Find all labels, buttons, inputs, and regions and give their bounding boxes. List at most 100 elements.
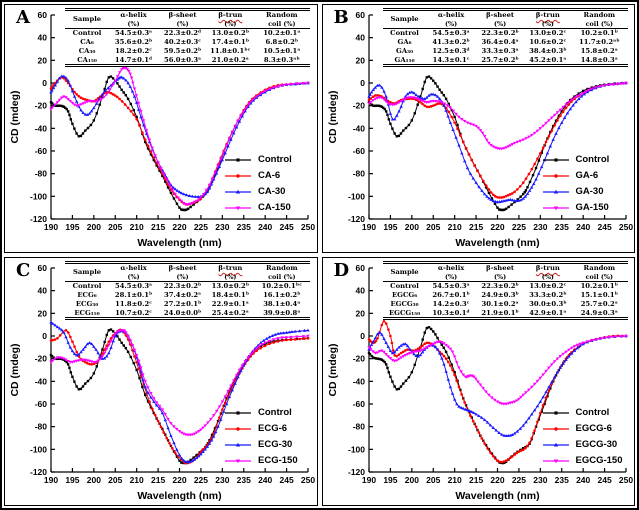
table-row: Control 54.5±0.3ᵃ 22.3±0.2ᵈ 13.0±0.2ᵇ 10.2±0… bbox=[65, 29, 310, 38]
table-cell: 27.2±0.1ᵇ bbox=[163, 299, 202, 308]
panel-b: B Sample α-helix (%) β-sheet (%) β-trun (%) Ran… bbox=[321, 4, 635, 253]
x-tick-labels: 190 195 200 205 210 215 220 225 230 235 240 245 250 bbox=[44, 222, 315, 232]
table-cell: 22.3±0.2ᵈ bbox=[163, 29, 202, 38]
table-col-header: β-trun (%) bbox=[207, 9, 254, 30]
y-axis-label: CD (mdeg) bbox=[9, 343, 21, 396]
table-cell: 17.4±0.1ᵇ bbox=[211, 37, 250, 46]
svg-text:190: 190 bbox=[361, 222, 375, 232]
y-tick-labels: 60 40 20 0 -20 -40 -60 -80 -100 -120 bbox=[347, 10, 364, 224]
panel-d-structure-table: Sample α-helix (%) β-sheet (%) β-trun (%) Rando… bbox=[382, 261, 628, 321]
table-cell: 10.2±0.1ᵇ bbox=[580, 29, 619, 38]
table-cell: 42.9±0.1ᵃ bbox=[529, 308, 567, 317]
table-col-header: Random coil (%) bbox=[571, 9, 628, 30]
svg-text:-120: -120 bbox=[30, 214, 47, 224]
x-axis-label: Wavelength (nm) bbox=[137, 490, 221, 502]
svg-text:195: 195 bbox=[65, 222, 79, 232]
svg-text:200: 200 bbox=[87, 222, 101, 232]
table-cell: 6.8±0.2ᵇ bbox=[265, 37, 299, 46]
table-cell: 25.4±0.2ᵃ bbox=[211, 308, 249, 317]
panel-d-letter: D bbox=[333, 260, 350, 281]
table-cell: Control bbox=[72, 29, 102, 38]
table-col-header: β-trun (%) bbox=[524, 9, 572, 30]
legend-marker-triangle-down-icon bbox=[542, 458, 569, 463]
table-cell: 8.3±0.3ᵃᵇ bbox=[263, 55, 300, 64]
panel-b-structure-table: Sample α-helix (%) β-sheet (%) β-trun (%) Rando… bbox=[382, 8, 628, 68]
table-row: CA₁₅₀ 14.7±0.1ᵈ 56.0±0.3ᵃ 21.0±0.2ᵃ 8.3±0.3ᵃ… bbox=[65, 56, 310, 66]
table-cell: 21.0±0.2ᵃ bbox=[211, 55, 249, 64]
table-col-header: Random coil (%) bbox=[571, 262, 628, 283]
series-ecg-150 bbox=[49, 329, 310, 437]
svg-text:20: 20 bbox=[355, 55, 365, 65]
table-cell: GA₆ bbox=[397, 37, 412, 46]
panel-a-legend: Control CA-6 CA-30 CA-150 bbox=[224, 154, 292, 213]
table-cell: 11.8±0.1ᵇᶜ bbox=[210, 46, 251, 55]
table-cell: 10.7±0.2ᶜ bbox=[115, 308, 153, 317]
legend-label: Control bbox=[258, 407, 292, 418]
svg-text:230: 230 bbox=[215, 475, 229, 485]
svg-text:205: 205 bbox=[426, 475, 440, 485]
svg-text:250: 250 bbox=[301, 475, 315, 485]
table-cell: 14.3±0.1ᶜ bbox=[432, 55, 470, 64]
legend-item-egcg-6: EGCG-6 bbox=[542, 423, 623, 434]
svg-text:-80: -80 bbox=[35, 169, 48, 179]
svg-text:225: 225 bbox=[194, 475, 208, 485]
table-cell: Control bbox=[72, 282, 102, 291]
svg-text:-60: -60 bbox=[35, 399, 48, 409]
table-row: GA₃₀ 12.5±0.3ᵈ 33.3±0.3ᵃ 38.4±0.3ᵇ 15.8±0.2ᵃ bbox=[383, 47, 628, 56]
legend-label: ECG-30 bbox=[258, 439, 293, 450]
table-col-header: Sample bbox=[65, 262, 110, 283]
table-col-header: α-helix (%) bbox=[109, 9, 159, 30]
legend-marker-triangle-up-icon bbox=[225, 189, 251, 194]
legend-marker-triangle-down-icon bbox=[542, 205, 569, 210]
table-cell: 54.5±0.3ᵃ bbox=[114, 282, 153, 291]
table-cell: 33.3±0.3ᵃ bbox=[481, 46, 519, 55]
legend-item-egcg-30: EGCG-30 bbox=[542, 439, 623, 450]
legend-item-control: Control bbox=[542, 154, 609, 165]
table-cell: 59.5±0.2ᵇ bbox=[163, 46, 202, 55]
legend-item-ecg-150: ECG-150 bbox=[224, 455, 298, 466]
series-egcg-150 bbox=[366, 334, 628, 406]
axes bbox=[367, 267, 627, 473]
table-cell: GA₁₅₀ bbox=[394, 55, 415, 64]
table-cell: 14.8±0.3ᵃ bbox=[580, 55, 618, 64]
table-col-header: β-trun (%) bbox=[207, 262, 254, 283]
svg-text:250: 250 bbox=[618, 475, 632, 485]
table-col-header: α-helix (%) bbox=[426, 9, 476, 30]
svg-text:-100: -100 bbox=[347, 444, 364, 454]
table-row: CA₆ 35.6±0.2ᵇ 40.2±0.3ᶜ 17.4±0.1ᵇ 6.8±0.2ᵇ bbox=[65, 38, 310, 47]
table-row: EGCG₁₅₀ 10.3±0.1ᵈ 21.9±0.1ᵇ 42.9±0.1ᵃ 24.9±0… bbox=[383, 309, 628, 319]
svg-text:235: 235 bbox=[237, 222, 251, 232]
table-cell: 10.3±0.1ᵈ bbox=[432, 308, 470, 317]
legend-label: GA-30 bbox=[575, 186, 604, 197]
svg-text:-120: -120 bbox=[347, 467, 364, 477]
svg-text:-100: -100 bbox=[347, 191, 364, 201]
legend-marker-circle-icon bbox=[542, 426, 569, 431]
table-cell: EGCG₁₅₀ bbox=[388, 308, 421, 317]
svg-text:195: 195 bbox=[383, 475, 397, 485]
table-cell: 45.2±0.1ᵃ bbox=[529, 55, 567, 64]
legend-label: ECG-150 bbox=[258, 455, 298, 466]
svg-text:-120: -120 bbox=[30, 467, 47, 477]
table-cell: 15.1±0.1ᵇ bbox=[580, 290, 619, 299]
series-markers-egcg-150 bbox=[366, 334, 628, 406]
svg-text:225: 225 bbox=[511, 222, 525, 232]
table-cell: 40.2±0.3ᶜ bbox=[164, 37, 202, 46]
svg-text:235: 235 bbox=[554, 475, 568, 485]
table-cell: 18.4±0.1ᵇ bbox=[211, 290, 250, 299]
legend-item-ca-6: CA-6 bbox=[224, 170, 292, 181]
legend-label: EGCG-150 bbox=[575, 455, 623, 466]
table-row: ECG₆ 28.1±0.1ᵇ 37.4±0.2ᵃ 18.4±0.1ᵇ 16.1±0.2ᵇ bbox=[65, 291, 310, 300]
svg-text:-40: -40 bbox=[35, 376, 48, 386]
table-row: GA₆ 41.3±0.2ᵇ 36.4±0.4ᵃ 10.6±0.2ᶜ 11.7±0.2ᵃᵇ bbox=[383, 38, 628, 47]
svg-text:195: 195 bbox=[65, 475, 79, 485]
table-cell: ECG₁₅₀ bbox=[74, 308, 100, 317]
table-cell: 38.4±0.3ᵇ bbox=[529, 46, 567, 55]
panel-c-plot: 190 195 200 205 210 215 220 225 230 235 240 245 2506… bbox=[9, 263, 315, 502]
svg-text:235: 235 bbox=[237, 475, 251, 485]
legend-label: CA-6 bbox=[258, 170, 281, 181]
series-markers-ga-150 bbox=[366, 81, 628, 151]
svg-text:40: 40 bbox=[38, 33, 48, 43]
table-cell: 22.3±0.2ᵇ bbox=[481, 282, 519, 291]
legend-item-ga-6: GA-6 bbox=[542, 170, 610, 181]
y-tick-labels: 60 40 20 0 -20 -40 -60 -80 -100 -120 bbox=[30, 263, 47, 477]
